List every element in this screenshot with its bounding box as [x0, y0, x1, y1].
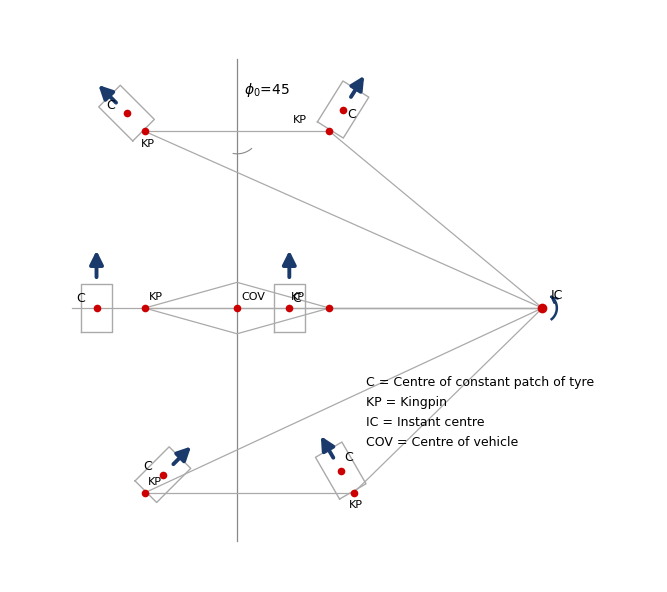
Text: KP: KP [293, 115, 307, 125]
Text: IC: IC [550, 289, 563, 301]
Text: C: C [347, 108, 356, 121]
Text: C: C [107, 98, 115, 111]
Text: $\phi_0$=45: $\phi_0$=45 [243, 81, 289, 98]
Text: C = Centre of constant patch of tyre
KP = Kingpin
IC = Instant centre
COV = Cent: C = Centre of constant patch of tyre KP … [366, 377, 594, 449]
Text: KP: KP [291, 292, 305, 301]
Text: KP: KP [149, 292, 163, 301]
Text: C: C [345, 451, 354, 464]
Text: COV: COV [241, 292, 265, 303]
Text: KP: KP [148, 477, 162, 487]
Text: C: C [143, 460, 151, 473]
Text: C: C [77, 292, 85, 305]
Text: C: C [293, 292, 301, 305]
Text: KP: KP [141, 139, 155, 149]
Text: KP: KP [349, 500, 363, 510]
